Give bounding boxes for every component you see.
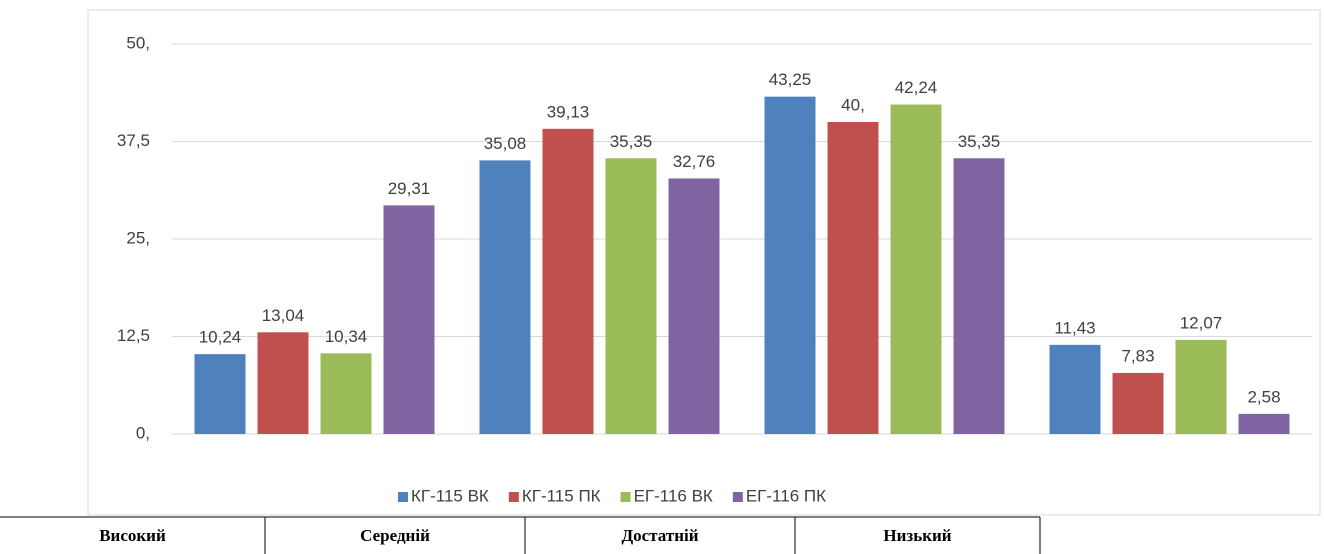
bar <box>1112 372 1164 434</box>
y-tick-label: 12,5 <box>117 326 150 345</box>
y-tick-label: 25, <box>126 228 150 247</box>
value-label: 10,34 <box>325 327 368 346</box>
legend-label: ЕГ-116 ВК <box>634 486 713 505</box>
category-label: Середній <box>360 526 430 545</box>
value-label: 13,04 <box>262 306 305 325</box>
bar <box>1049 344 1101 434</box>
value-label: 42,24 <box>895 78 938 97</box>
y-tick-label: 37,5 <box>117 131 150 150</box>
value-label: 10,24 <box>199 328 242 347</box>
bar <box>1238 413 1290 434</box>
category-label: Достатній <box>621 526 698 545</box>
bar <box>383 205 435 434</box>
value-label: 7,83 <box>1121 346 1154 365</box>
bar <box>320 353 372 434</box>
bar <box>257 332 309 434</box>
legend-swatch <box>508 492 519 502</box>
value-label: 40, <box>841 95 865 114</box>
bar <box>479 160 531 434</box>
category-label: Високий <box>99 526 166 545</box>
value-label: 43,25 <box>769 70 812 89</box>
bar <box>764 96 816 435</box>
legend-label: КГ-115 ПК <box>522 486 601 505</box>
value-label: 39,13 <box>547 102 590 121</box>
value-label: 35,35 <box>610 132 653 151</box>
value-label: 11,43 <box>1054 318 1095 337</box>
bar <box>1175 339 1227 434</box>
y-tick-label: 0, <box>136 423 150 442</box>
value-label: 29,31 <box>388 179 431 198</box>
legend-label: ЕГ-116 ПК <box>746 486 826 505</box>
bar <box>542 128 594 434</box>
bar <box>890 104 942 434</box>
bar <box>827 122 879 434</box>
bar <box>668 178 720 434</box>
bar <box>194 354 246 434</box>
legend-swatch <box>398 492 408 502</box>
legend-swatch <box>620 492 631 502</box>
value-label: 2,58 <box>1247 387 1280 406</box>
value-label: 12,07 <box>1180 313 1223 332</box>
category-label: Низький <box>883 526 951 545</box>
category-table <box>0 516 1041 554</box>
legend-swatch <box>732 492 743 502</box>
bar <box>605 158 657 434</box>
value-label: 32,76 <box>673 152 716 171</box>
value-label: 35,35 <box>958 132 1001 151</box>
value-label: 35,08 <box>484 134 527 153</box>
legend-label: КГ-115 ВК <box>411 486 489 505</box>
y-tick-label: 50, <box>126 33 150 52</box>
bar <box>953 158 1005 434</box>
